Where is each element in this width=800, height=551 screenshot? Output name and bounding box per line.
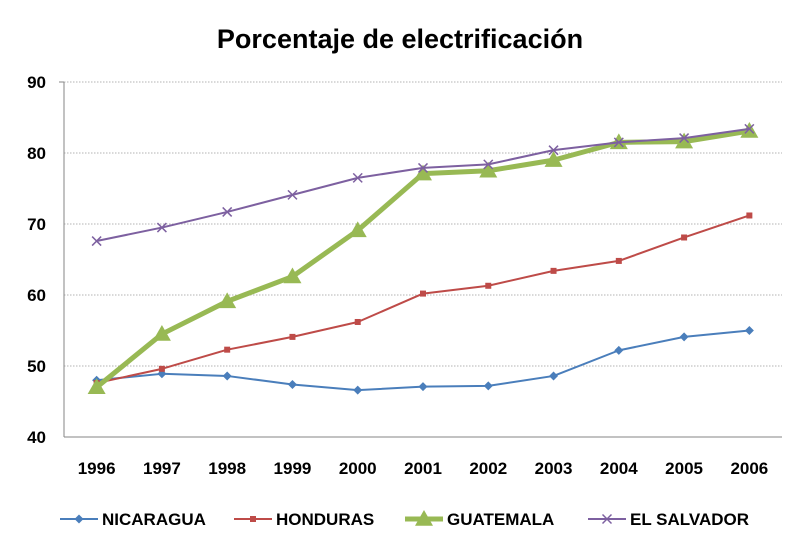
- legend-label: GUATEMALA: [447, 510, 554, 529]
- chart-title: Porcentaje de electrificación: [217, 24, 583, 54]
- series-el-salvador: [91, 123, 755, 247]
- data-point-guatemala: [152, 325, 171, 341]
- data-point-honduras: [158, 365, 165, 372]
- y-tick-label: 60: [27, 286, 46, 305]
- legend-marker: [74, 514, 84, 524]
- data-point-nicaragua: [222, 371, 232, 381]
- data-point-guatemala: [609, 133, 628, 150]
- data-point-nicaragua: [549, 371, 559, 381]
- y-tick-label: 50: [27, 357, 46, 376]
- data-point-guatemala: [675, 132, 694, 149]
- data-point-el-salvador: [91, 236, 102, 247]
- data-point-nicaragua: [418, 382, 428, 392]
- series: [87, 121, 759, 395]
- legend-label: HONDURAS: [276, 510, 374, 529]
- data-point-honduras: [354, 318, 361, 325]
- y-axis-ticks: 40 50 60 70 80 90: [27, 73, 46, 447]
- data-point-guatemala: [283, 267, 302, 284]
- data-point-honduras: [224, 346, 231, 353]
- legend-item-guatemala: GUATEMALA: [405, 510, 554, 529]
- x-tick-label: 1999: [274, 459, 312, 478]
- legend-label: EL SALVADOR: [630, 510, 749, 529]
- x-tick-label: 2004: [600, 459, 638, 478]
- y-tick-label: 70: [27, 215, 46, 234]
- x-axis-ticks: 1996 1997 1998 1999 2000 2001 2002 2003 2004 2005…: [78, 459, 769, 478]
- data-point-el-salvador: [352, 172, 363, 183]
- data-point-honduras: [746, 212, 753, 219]
- series-line-honduras: [96, 214, 750, 385]
- data-point-guatemala: [87, 378, 106, 395]
- data-point-guatemala: [348, 221, 367, 238]
- data-point-el-salvador: [287, 189, 298, 200]
- axes: [59, 81, 782, 438]
- data-point-nicaragua: [483, 381, 493, 391]
- series-honduras: [93, 212, 753, 387]
- legend-item-el-salvador: EL SALVADOR: [588, 510, 749, 529]
- x-tick-label: 2005: [665, 459, 703, 478]
- gridlines: [64, 81, 782, 367]
- legend-item-nicaragua: NICARAGUA: [60, 510, 206, 529]
- legend-label: NICARAGUA: [102, 510, 206, 529]
- y-tick-label: 80: [27, 144, 46, 163]
- legend-marker: [415, 510, 433, 526]
- series-line-el-salvador: [96, 127, 750, 243]
- data-point-honduras: [485, 282, 492, 289]
- data-point-el-salvador: [483, 159, 494, 170]
- data-point-guatemala: [414, 164, 432, 181]
- x-tick-label: 2001: [404, 459, 442, 478]
- legend-marker: [601, 513, 613, 525]
- data-point-honduras: [420, 290, 426, 297]
- x-tick-label: 2003: [535, 459, 573, 478]
- data-point-guatemala: [479, 161, 498, 178]
- x-tick-label: 1996: [78, 459, 116, 478]
- data-point-el-salvador: [744, 123, 755, 134]
- series-guatemala: [87, 121, 759, 395]
- data-point-el-salvador: [613, 137, 624, 148]
- data-point-nicaragua: [353, 385, 363, 395]
- data-point-nicaragua: [679, 332, 689, 342]
- data-point-el-salvador: [417, 162, 429, 173]
- data-point-el-salvador: [548, 145, 559, 156]
- data-point-el-salvador: [222, 206, 233, 217]
- legend-item-honduras: HONDURAS: [234, 510, 374, 529]
- x-tick-label: 2006: [730, 459, 768, 478]
- legend: NICARAGUA HONDURAS GUATEMALA EL SALVADOR: [60, 510, 749, 529]
- data-point-nicaragua: [614, 345, 624, 355]
- data-point-honduras: [289, 333, 296, 340]
- x-tick-label: 2002: [469, 459, 507, 478]
- data-point-el-salvador: [679, 133, 690, 144]
- legend-marker: [250, 516, 256, 522]
- y-tick-label: 90: [27, 73, 46, 92]
- data-point-nicaragua: [287, 379, 297, 389]
- series-line-nicaragua: [96, 329, 750, 392]
- data-point-guatemala: [218, 292, 237, 309]
- data-point-guatemala: [544, 151, 563, 167]
- series-nicaragua: [92, 326, 754, 395]
- data-point-honduras: [550, 267, 557, 274]
- data-point-honduras: [615, 257, 622, 264]
- data-point-honduras: [681, 234, 688, 241]
- x-tick-label: 2000: [339, 459, 377, 478]
- data-point-nicaragua: [744, 326, 754, 335]
- x-tick-label: 1998: [208, 459, 246, 478]
- x-tick-label: 1997: [143, 459, 181, 478]
- y-tick-label: 40: [27, 428, 46, 447]
- data-point-el-salvador: [156, 222, 167, 233]
